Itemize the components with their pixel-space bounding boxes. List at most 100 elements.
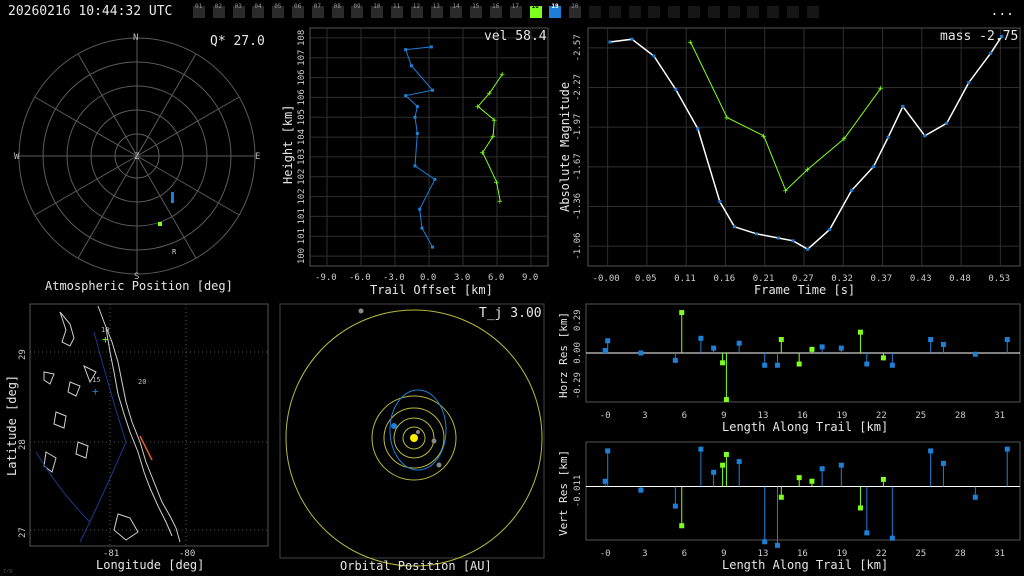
blue-data-point bbox=[806, 247, 810, 251]
planet-marker bbox=[431, 438, 437, 444]
map-corner-note: 7/9 bbox=[3, 569, 12, 575]
frame-tile-14[interactable]: 14 bbox=[450, 3, 463, 18]
frame-tile-07[interactable]: 07 bbox=[311, 3, 324, 18]
y-tick-label: 102 bbox=[297, 188, 307, 204]
blue-residual-point bbox=[698, 335, 704, 341]
blue-data-point bbox=[420, 226, 424, 230]
frame-tile-20[interactable]: 20 bbox=[569, 3, 582, 18]
q-star-stat: Q* 27.0 bbox=[210, 34, 265, 49]
frame-tile-empty[interactable] bbox=[688, 6, 700, 18]
frame-tile-empty[interactable] bbox=[589, 6, 601, 18]
frame-tile-11[interactable]: 11 bbox=[391, 3, 403, 18]
frame-tile-18[interactable]: 18 bbox=[529, 3, 542, 18]
map-label-10: 10 bbox=[101, 326, 109, 334]
trail-xlabel: Trail Offset [km] bbox=[370, 283, 493, 297]
more-menu-button[interactable]: ... bbox=[990, 4, 1014, 19]
frame-tile-label: 03 bbox=[234, 3, 242, 10]
frame-tile-label: 10 bbox=[373, 3, 381, 10]
x-tick-label: -9.0 bbox=[315, 273, 337, 283]
x-tick-label: 13 bbox=[758, 411, 769, 421]
x-tick-label: 22 bbox=[876, 549, 887, 559]
frame-tile-12[interactable]: 12 bbox=[410, 3, 423, 18]
blue-data-point bbox=[652, 54, 656, 58]
frame-tile-label: 09 bbox=[353, 3, 361, 10]
green-residual-point bbox=[679, 310, 685, 316]
y-tick-label: 102 bbox=[297, 169, 307, 185]
frame-tile-empty[interactable] bbox=[767, 6, 780, 18]
x-tick-label: 3 bbox=[642, 549, 647, 559]
green-data-point: + bbox=[783, 186, 789, 196]
frame-tile-04[interactable]: 04 bbox=[252, 3, 265, 18]
x-tick-label: 0.16 bbox=[713, 274, 735, 284]
frame-tile-13[interactable]: 13 bbox=[430, 3, 443, 18]
frame-tile-label: 07 bbox=[313, 3, 322, 10]
blue-data-point bbox=[754, 232, 758, 236]
frame-tile-16[interactable]: 16 bbox=[490, 3, 502, 18]
sky-title: Atmospheric Position [deg] bbox=[45, 279, 233, 293]
frame-tile-label: 17 bbox=[511, 3, 520, 10]
frame-tile-empty[interactable] bbox=[727, 6, 740, 18]
vert-residual-panel: -0 3 6 9 13 16 19 22 25 28 31 -0.011 Length Along T… bbox=[557, 441, 1021, 572]
frame-tile-empty[interactable] bbox=[648, 6, 661, 18]
y-tick-label: 107 bbox=[297, 50, 307, 66]
atmospheric-position-panel: N E S W Z R Q* 27.0 Atmospheric Position… bbox=[14, 33, 265, 293]
frame-tile-empty[interactable] bbox=[668, 6, 681, 18]
map-xtick-80: -80 bbox=[179, 549, 195, 559]
outer-orbit bbox=[285, 309, 543, 567]
blue-residual-point bbox=[605, 448, 611, 454]
x-tick-label: 13 bbox=[758, 549, 769, 559]
frame-tile-01[interactable]: 01 bbox=[193, 3, 205, 18]
x-tick-label: 31 bbox=[994, 549, 1005, 559]
blue-data-point bbox=[431, 245, 434, 249]
blue-residual-point bbox=[672, 503, 678, 509]
frame-tile-empty[interactable] bbox=[707, 6, 720, 18]
x-tick-label: -0 bbox=[600, 549, 611, 559]
frame-tile-15[interactable]: 15 bbox=[470, 3, 483, 18]
y-tick-label: -1.36 bbox=[573, 193, 583, 220]
frame-tile-10[interactable]: 10 bbox=[371, 3, 384, 18]
y-tick-label: 104 bbox=[297, 129, 307, 145]
horz-residual-panel: -0 3 6 9 13 16 19 22 25 28 31 0.29 0.00 -0.29 Length … bbox=[557, 303, 1021, 434]
frame-tile-06[interactable]: 06 bbox=[292, 3, 304, 18]
frame-tile-09[interactable]: 09 bbox=[351, 3, 364, 18]
frame-tile-19[interactable]: 19 bbox=[549, 3, 562, 18]
blue-data-point bbox=[886, 135, 890, 139]
y-tick-label: 101 bbox=[297, 228, 307, 244]
frame-tile-17[interactable]: 17 bbox=[509, 3, 522, 18]
frame-tile-label: 02 bbox=[214, 3, 223, 10]
y-tick-label: 103 bbox=[297, 149, 307, 165]
frame-tile-label: 12 bbox=[412, 3, 421, 10]
frame-tile-03[interactable]: 03 bbox=[232, 3, 245, 18]
frame-tile-05[interactable]: 05 bbox=[272, 3, 285, 18]
green-data-point: + bbox=[494, 178, 500, 188]
frame-tile-02[interactable]: 02 bbox=[212, 3, 225, 18]
blue-data-point bbox=[696, 127, 700, 131]
green-residual-point bbox=[809, 478, 815, 484]
coastline bbox=[43, 305, 181, 543]
blue-data-point bbox=[967, 81, 971, 85]
frame-tile-empty[interactable] bbox=[628, 6, 641, 18]
timestamp: 20260216 10:44:32 UTC bbox=[8, 4, 173, 19]
frame-tile-empty[interactable] bbox=[608, 6, 621, 18]
green-data-point: + bbox=[491, 116, 497, 126]
frame-tile-empty[interactable] bbox=[747, 6, 760, 18]
map-blue-marker: + bbox=[92, 385, 99, 398]
frame-tile-empty[interactable] bbox=[806, 6, 819, 18]
frame-tile-empty[interactable] bbox=[787, 6, 799, 18]
x-tick-label: 19 bbox=[836, 549, 847, 559]
x-tick-label: 9 bbox=[721, 549, 726, 559]
compass-zenith: Z bbox=[134, 152, 140, 162]
orbit-ring-2 bbox=[393, 417, 435, 459]
frame-tile-label: 11 bbox=[393, 3, 401, 10]
blue-residual-point bbox=[774, 542, 780, 548]
light-curve-panel: -0.00 0.05 0.11 0.16 0.21 0.27 0.32 0.37 0.43 0.4… bbox=[558, 27, 1021, 297]
blue-residual-point bbox=[711, 469, 717, 475]
sky-spoke bbox=[136, 96, 240, 157]
blue-data-point bbox=[901, 104, 905, 108]
blue-data-point bbox=[404, 48, 408, 52]
earth-marker bbox=[391, 423, 397, 429]
green-data-point: + bbox=[805, 165, 811, 175]
frame-tile-08[interactable]: 08 bbox=[331, 3, 344, 18]
green-residual-point bbox=[679, 523, 685, 529]
compass-west: W bbox=[14, 152, 20, 162]
